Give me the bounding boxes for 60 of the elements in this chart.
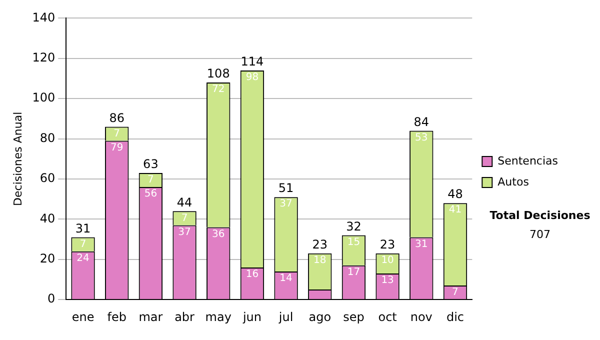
total-label: 31 <box>75 221 91 236</box>
data-label: 37 <box>280 198 292 210</box>
y-tick-label: 120 <box>32 50 56 65</box>
total-label: 63 <box>143 157 158 172</box>
legend-label: Autos <box>498 175 530 188</box>
y-tick-label: 20 <box>40 252 56 266</box>
data-label: 56 <box>144 188 158 200</box>
total-label: 48 <box>448 187 463 202</box>
x-tick-label: oct <box>378 310 398 324</box>
y-tick-label: 100 <box>32 90 56 105</box>
y-tick-label: 60 <box>40 171 56 186</box>
data-label: 16 <box>246 269 259 280</box>
data-label: 72 <box>212 84 225 96</box>
x-tick-label: jun <box>242 310 262 324</box>
x-tick-label: mar <box>138 310 163 324</box>
data-label: 7 <box>181 212 188 224</box>
total-label: 32 <box>346 219 362 234</box>
x-tick-label: ago <box>308 310 332 324</box>
data-label: 36 <box>212 228 225 240</box>
total-label: 44 <box>176 195 192 210</box>
y-tick-label: 80 <box>40 130 56 145</box>
data-label: 17 <box>347 267 360 278</box>
data-label: 7 <box>80 238 86 250</box>
data-label: 98 <box>246 72 259 84</box>
x-tick-label: ene <box>72 310 94 324</box>
x-tick-label: nov <box>410 310 432 324</box>
x-tick-label: dic <box>446 310 464 324</box>
x-tick-label: may <box>205 310 232 324</box>
x-tick-label: feb <box>107 310 126 324</box>
data-label: 15 <box>347 236 360 248</box>
legend-label: Sentencias <box>498 154 558 168</box>
y-tick-label: 40 <box>40 211 56 226</box>
data-label: 37 <box>178 226 191 238</box>
data-label: 18 <box>314 254 326 266</box>
data-label: 13 <box>381 275 394 286</box>
data-label: 41 <box>448 204 462 216</box>
total-label: 23 <box>380 237 396 252</box>
total-label: 108 <box>206 66 230 81</box>
data-label: 7 <box>114 128 120 140</box>
y-tick-label: 0 <box>47 292 56 306</box>
total-label: 86 <box>109 110 124 125</box>
data-label: 7 <box>452 287 458 298</box>
data-label: 24 <box>76 252 90 264</box>
x-tick-label: sep <box>343 310 364 324</box>
x-tick-label: abr <box>174 310 195 324</box>
total-label: 84 <box>414 114 430 129</box>
data-label: 7 <box>148 174 154 186</box>
total-label: 23 <box>312 237 328 252</box>
y-axis-title: Decisiones Anual <box>11 112 24 206</box>
data-label: 79 <box>110 142 124 154</box>
data-label: 10 <box>381 254 394 266</box>
data-label: 31 <box>415 238 428 250</box>
data-label: 53 <box>415 132 428 144</box>
total-label: 51 <box>278 181 294 196</box>
text: Total Decisiones <box>490 208 591 222</box>
x-tick-label: jul <box>278 310 294 324</box>
y-tick-label: 140 <box>32 10 56 24</box>
text: 707 <box>530 228 550 241</box>
total-label: 114 <box>240 54 264 69</box>
data-label: 14 <box>280 273 292 284</box>
